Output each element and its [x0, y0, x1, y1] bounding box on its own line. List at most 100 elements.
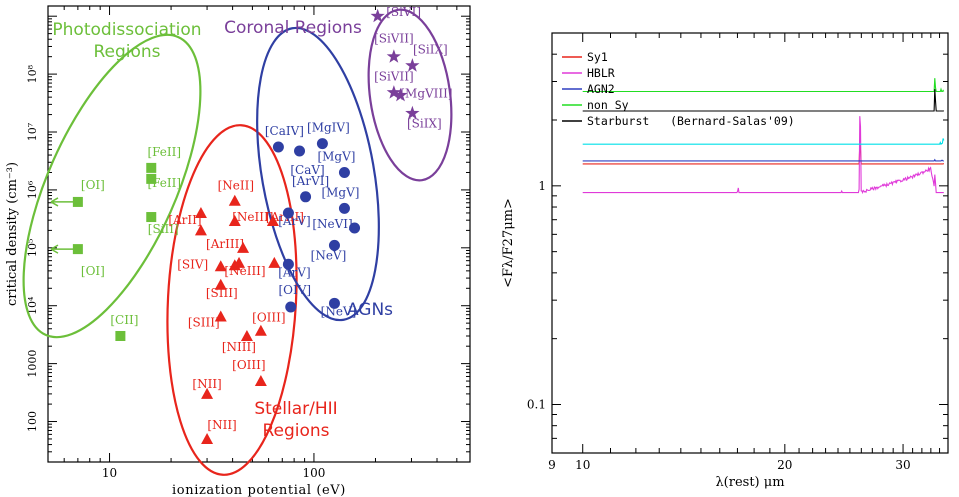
point-label: [ArV] [278, 214, 310, 228]
y-tick-label: 10⁸ [26, 64, 39, 83]
region-coronal [367, 8, 453, 182]
point-label: [OIII] [232, 358, 265, 372]
marker-star [405, 58, 420, 72]
y-tick-label: 10⁶ [26, 180, 39, 199]
point-label: [SIII] [188, 316, 220, 330]
marker-triangle [254, 375, 267, 387]
point-label: [SiII] [148, 222, 179, 236]
marker-triangle [240, 329, 253, 341]
region-stellar-hii [166, 124, 298, 476]
region-title: Regions [262, 421, 329, 441]
point-label: [OIV] [278, 283, 311, 297]
marker-triangle [214, 278, 227, 290]
y-tick-label: 1000 [26, 350, 39, 378]
x-tick-label: 9 [548, 458, 556, 472]
marker-triangle [268, 256, 281, 268]
plot-frame [551, 32, 949, 454]
legend-entry: non Sy [587, 98, 629, 112]
marker-star [370, 8, 385, 23]
arrow-head [50, 244, 59, 254]
point-label: [OIII] [252, 311, 285, 325]
point-label: [SiVII] [374, 70, 414, 84]
x-tick-label: 10 [102, 466, 117, 480]
point-label: [OI] [81, 178, 105, 192]
point-label: [NeIII] [232, 210, 273, 224]
marker-triangle [201, 432, 214, 444]
marker-circle [316, 138, 328, 150]
marker-circle [338, 166, 350, 178]
marker-circle [300, 191, 312, 203]
y-tick-label: 10⁷ [26, 122, 39, 141]
series-line [582, 89, 944, 112]
y-axis-title: critical density (cm⁻³) [5, 162, 20, 306]
marker-triangle [194, 224, 207, 236]
point-label: [NIII] [222, 340, 256, 354]
x-tick-label: 10 [575, 458, 590, 472]
marker-triangle [194, 206, 207, 218]
marker-triangle [254, 324, 267, 336]
marker-circle [272, 141, 284, 153]
marker-triangle [237, 241, 250, 253]
series-line [582, 78, 945, 93]
point-label: [CaIV] [265, 124, 304, 138]
marker-circle [349, 222, 361, 234]
point-label: [NeV] [311, 248, 347, 262]
point-label: [FeII] [147, 176, 181, 190]
marker-square [115, 330, 126, 341]
legend-entry: HBLR [587, 66, 615, 80]
point-label: [ArII] [168, 213, 201, 227]
marker-triangle [228, 194, 241, 206]
point-label: [ArVI] [292, 174, 329, 188]
marker-triangle [228, 215, 241, 227]
y-tick-label: 10⁵ [26, 239, 39, 257]
marker-triangle [266, 215, 279, 227]
y-tick-label: 10⁴ [26, 296, 39, 315]
point-label: [FeII] [147, 145, 181, 159]
y-tick-label: 100 [26, 411, 39, 432]
marker-square [146, 173, 157, 184]
point-label: [OI] [81, 264, 105, 278]
x-tick-label: 30 [895, 458, 910, 472]
series-line [582, 158, 944, 162]
marker-circle [282, 258, 294, 270]
point-label: [CII] [110, 313, 138, 327]
x-tick-label: 20 [777, 458, 792, 472]
region-title: Stellar/HII [254, 399, 337, 419]
marker-star [393, 87, 408, 102]
marker-square [72, 196, 83, 207]
spectra-chart: 9 10 20 30 0.1 1 λ(rest) μm <Fλ/F27μm> Sy1 HBLR AG… [501, 32, 949, 490]
region-agns [256, 26, 380, 322]
marker-star [386, 85, 401, 99]
point-label: [NeIII] [224, 264, 265, 278]
point-label: [SiIX] [407, 116, 442, 130]
point-label: [SiIX] [413, 43, 448, 57]
y-axis-title: <Fλ/F27μm> [501, 198, 516, 288]
marker-star [386, 49, 401, 63]
plot-frame [47, 5, 471, 463]
marker-circle [328, 239, 340, 251]
point-label: [MgVIII] [400, 86, 452, 100]
region-title: Regions [93, 42, 160, 62]
point-label: [SiVII] [374, 32, 414, 46]
region-title: AGNs [347, 300, 393, 320]
marker-star [405, 105, 420, 120]
marker-square [72, 244, 83, 255]
point-label: [MgV] [321, 185, 359, 199]
marker-square [146, 212, 157, 223]
marker-triangle [214, 260, 227, 272]
point-label: [MgV] [317, 149, 355, 163]
legend-entry: AGN2 [587, 82, 615, 96]
region-photodissociation [22, 33, 202, 339]
point-label: [ArIII] [206, 237, 244, 251]
series-line [582, 138, 945, 146]
critical-density-chart: 10 100 100 1000 10⁴ 10⁵ 10⁶ 10⁷ 10⁸ ionization po… [5, 5, 471, 497]
x-tick-label: 100 [302, 466, 325, 480]
arrow-head [50, 197, 59, 207]
marker-circle [282, 207, 294, 219]
marker-circle [328, 297, 340, 309]
point-label: [NeVI] [312, 217, 352, 231]
marker-triangle [201, 387, 214, 399]
marker-circle [294, 145, 306, 157]
marker-square [146, 162, 157, 173]
